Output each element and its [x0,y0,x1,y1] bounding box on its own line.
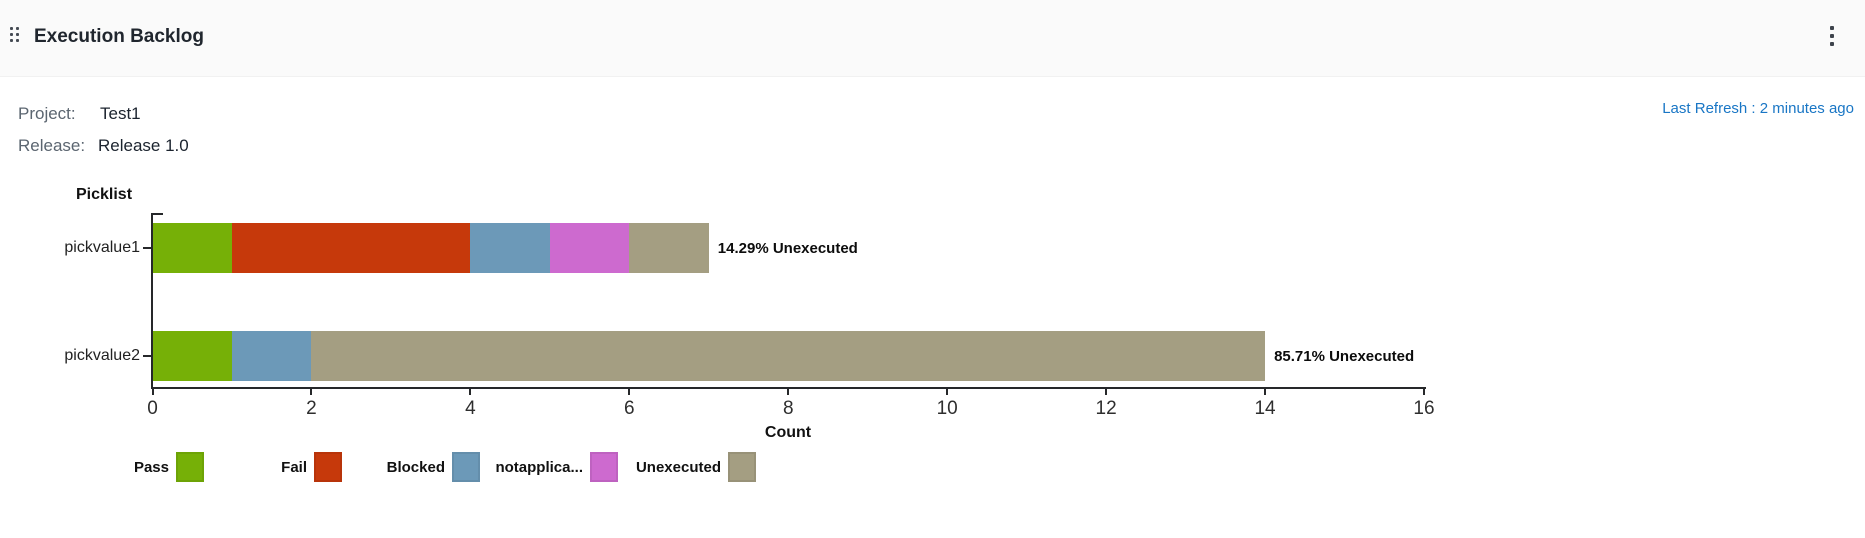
bar-segment-pass[interactable] [152,223,232,273]
bar-segment-notapplica[interactable] [549,223,630,273]
x-axis-title: Count [764,424,812,441]
x-axis-tick [151,388,154,395]
legend-swatch-icon [728,452,756,482]
legend-swatch-icon [176,452,204,482]
x-tick-label: 6 [624,398,635,419]
legend-swatch-icon [590,452,618,482]
legend-label: Unexecuted [635,458,721,476]
release-label: Release: [18,136,86,155]
x-axis-tick [946,388,949,395]
x-axis-tick [1423,388,1425,395]
widget-header: Execution Backlog [0,0,1865,77]
x-axis-tick [1264,388,1267,395]
x-axis-tick [310,388,313,395]
legend-label: notapplica... [495,458,583,476]
x-tick-label: 4 [465,398,476,419]
bar-segment-pass[interactable] [152,331,232,381]
y-axis-end-tick [151,213,163,215]
x-axis-tick [628,388,631,395]
legend-item-blocked[interactable]: Blocked [342,452,480,482]
x-axis-tick [469,388,472,395]
y-axis-title: Picklist [76,186,133,203]
x-tick-label: 10 [936,398,958,419]
legend-swatch-icon [452,452,480,482]
x-tick-label: 8 [782,398,794,419]
bar-segment-blocked[interactable] [231,331,312,381]
bar-segment-blocked[interactable] [470,223,550,273]
legend-item-pass[interactable]: Pass [66,452,204,482]
x-tick-label: 2 [306,398,317,419]
project-value: Test1 [100,104,141,123]
bar-segment-unexecuted[interactable] [311,331,1266,381]
x-tick-label: 12 [1095,398,1117,419]
legend-label: Blocked [386,458,445,476]
legend-item-unexecuted[interactable]: Unexecuted [618,452,756,482]
bar-value-label: 85.71% Unexecuted [1274,347,1415,365]
legend-item-fail[interactable]: Fail [204,452,342,482]
bar-segment-unexecuted[interactable] [629,223,709,273]
bar-value-label: 14.29% Unexecuted [717,239,858,257]
x-tick-label: 16 [1413,398,1435,419]
last-refresh-link[interactable]: Last Refresh : 2 minutes ago [1662,100,1854,117]
category-label: pickvalue1 [64,239,140,256]
x-tick-label: 0 [147,398,158,419]
x-axis-tick [787,388,790,395]
category-tick [143,355,151,357]
project-label: Project: [18,104,76,123]
kebab-menu-icon[interactable] [1822,24,1842,52]
legend-item-notapplica[interactable]: notapplica... [480,452,618,482]
legend-swatch-icon [314,452,342,482]
category-tick [143,247,151,249]
legend-label: Pass [133,458,169,476]
y-axis-line [151,213,153,389]
legend-label: Fail [281,458,307,476]
x-axis-tick [1105,388,1108,395]
category-label: pickvalue2 [64,347,140,364]
x-tick-label: 14 [1254,398,1276,419]
release-value: Release 1.0 [98,136,189,155]
bar-segment-fail[interactable] [231,223,471,273]
drag-handle-icon[interactable] [10,27,19,42]
widget-title: Execution Backlog [34,26,204,47]
